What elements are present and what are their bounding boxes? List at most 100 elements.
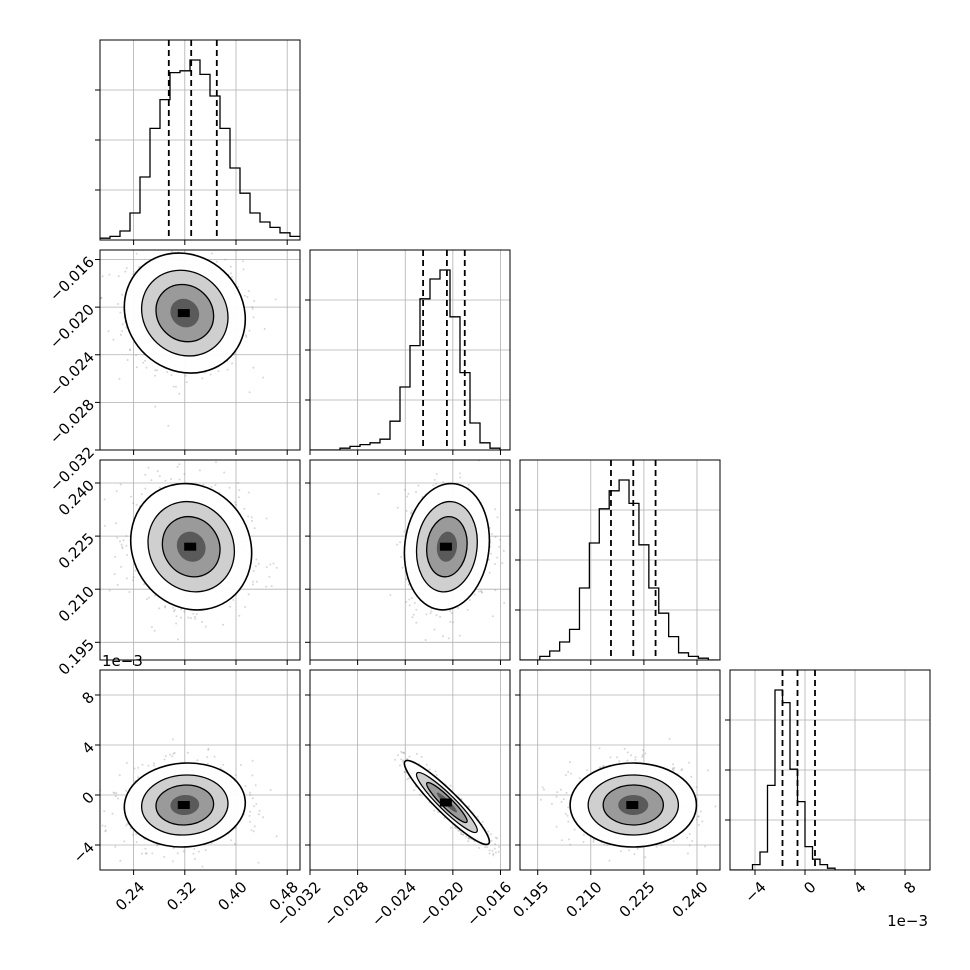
sample-point [433,478,436,481]
sample-point [451,621,454,624]
density-peak [439,798,452,807]
sample-point [103,810,106,813]
sample-point [706,769,709,772]
histogram-panel [305,249,511,455]
sample-point [496,516,499,519]
sample-point [147,466,150,469]
sample-point [494,836,497,839]
sample-point [244,606,247,608]
sample-point [238,489,241,492]
sample-point [158,607,161,610]
sample-point [269,563,272,566]
sample-point [415,608,418,611]
sample-point [437,811,440,814]
sample-point [171,755,174,758]
sample-point [112,791,115,794]
sample-point [403,771,406,774]
sample-point [560,839,563,842]
sample-point [565,791,568,794]
sample-point [207,748,210,751]
sample-point [402,751,405,754]
sample-point [154,369,157,372]
sample-point [192,612,195,615]
sample-point [114,845,117,848]
sample-point [487,830,490,833]
sample-point [125,577,128,580]
sample-point [265,517,268,520]
sample-point [555,825,558,828]
sample-point [478,846,480,849]
sample-point [115,490,118,493]
sample-point [252,583,254,586]
sample-point [223,471,226,474]
sample-point [240,764,242,766]
sample-point [503,601,506,604]
sample-point [488,571,491,574]
sample-point [112,338,115,341]
sample-point [491,615,494,618]
sample-point [125,535,128,537]
sample-point [201,865,204,868]
sample-point [117,797,119,800]
sample-point [429,612,432,615]
sample-point [119,859,122,862]
sample-point [255,803,258,805]
sample-point [201,377,204,380]
sample-point [253,805,256,808]
sample-point [257,861,260,864]
sample-point [254,784,257,787]
sample-point [250,829,253,832]
sample-point [229,265,232,268]
sample-point [405,578,408,581]
sample-point [178,392,181,395]
sample-point [125,544,128,547]
sample-point [248,814,251,817]
axes-frame [309,459,511,661]
sample-point [484,846,486,849]
sample-point [247,515,250,518]
sample-point [458,634,461,637]
sample-point [135,252,138,255]
axes-frame [309,669,511,871]
sample-point [406,757,409,760]
sample-point [164,755,167,758]
sample-point [568,761,571,764]
sample-point [457,606,460,609]
sample-point [248,329,251,332]
sample-point [405,509,408,512]
sample-point [686,852,689,855]
sample-point [172,385,175,388]
histogram-step [310,269,510,450]
sample-point [488,849,491,852]
sample-point [686,836,689,839]
sample-point [252,366,255,369]
sample-point [402,760,405,763]
sample-point [125,789,128,792]
sample-point [494,508,497,511]
sample-point [143,583,145,586]
sample-point [108,273,111,276]
sample-point [117,303,120,305]
sample-point [415,621,418,624]
sample-point [234,842,236,845]
sample-point [118,377,121,380]
sample-point [714,805,717,808]
sample-point [262,376,265,379]
sample-point [244,334,247,337]
sample-point [490,839,493,842]
sample-point [228,486,231,489]
sample-point [126,359,129,361]
sample-point [492,854,495,857]
sample-point [258,809,261,812]
sample-point [265,566,268,569]
sample-point [494,851,497,854]
sample-point [397,754,399,757]
sample-point [113,792,116,795]
sample-point [602,764,605,767]
sample-point [135,366,138,369]
sample-point [450,612,453,615]
sample-point [598,747,601,750]
sample-point [156,470,159,473]
sample-point [489,833,492,836]
sample-point [104,829,107,832]
